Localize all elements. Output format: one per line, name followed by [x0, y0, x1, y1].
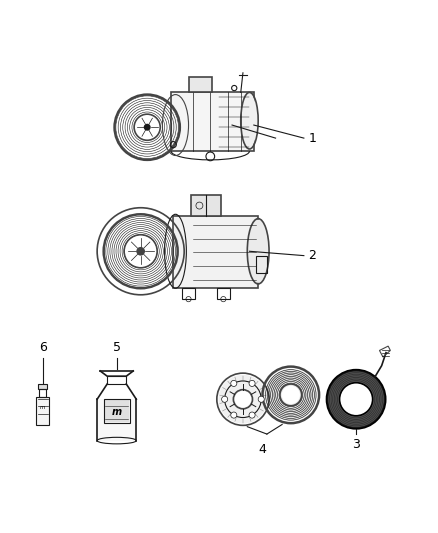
- Circle shape: [339, 383, 373, 416]
- Bar: [36, 397, 49, 425]
- Circle shape: [258, 396, 264, 402]
- Text: m: m: [112, 407, 122, 417]
- Bar: [173, 216, 258, 288]
- Text: 5: 5: [113, 341, 121, 353]
- Bar: [217, 288, 230, 299]
- Bar: [171, 92, 254, 151]
- Bar: [188, 77, 212, 92]
- Circle shape: [282, 386, 300, 404]
- Ellipse shape: [242, 93, 257, 148]
- Circle shape: [144, 124, 151, 131]
- Text: 6: 6: [39, 341, 47, 353]
- Circle shape: [328, 372, 384, 426]
- Bar: [173, 216, 258, 288]
- Text: m: m: [40, 406, 46, 410]
- Text: 1: 1: [308, 132, 316, 144]
- Circle shape: [326, 370, 386, 429]
- Bar: [188, 77, 212, 92]
- Circle shape: [136, 247, 145, 256]
- Circle shape: [125, 236, 156, 267]
- Circle shape: [249, 412, 255, 418]
- Circle shape: [265, 369, 317, 421]
- Bar: [256, 256, 267, 273]
- Circle shape: [222, 396, 228, 402]
- Bar: [107, 376, 126, 384]
- Text: 3: 3: [352, 439, 360, 451]
- Bar: [105, 400, 129, 422]
- Circle shape: [249, 381, 255, 386]
- Circle shape: [219, 375, 267, 424]
- Bar: [39, 384, 47, 389]
- Bar: [36, 397, 49, 425]
- Circle shape: [231, 381, 237, 386]
- Circle shape: [235, 391, 251, 408]
- Bar: [191, 195, 221, 216]
- Bar: [171, 92, 254, 151]
- Circle shape: [231, 412, 237, 418]
- Bar: [39, 389, 46, 397]
- Bar: [104, 399, 130, 423]
- Bar: [191, 195, 221, 216]
- Bar: [97, 399, 136, 441]
- Ellipse shape: [248, 220, 268, 283]
- Text: 4: 4: [258, 443, 266, 456]
- Bar: [182, 288, 195, 299]
- Circle shape: [136, 116, 159, 139]
- Text: 2: 2: [308, 249, 316, 262]
- Bar: [39, 384, 47, 389]
